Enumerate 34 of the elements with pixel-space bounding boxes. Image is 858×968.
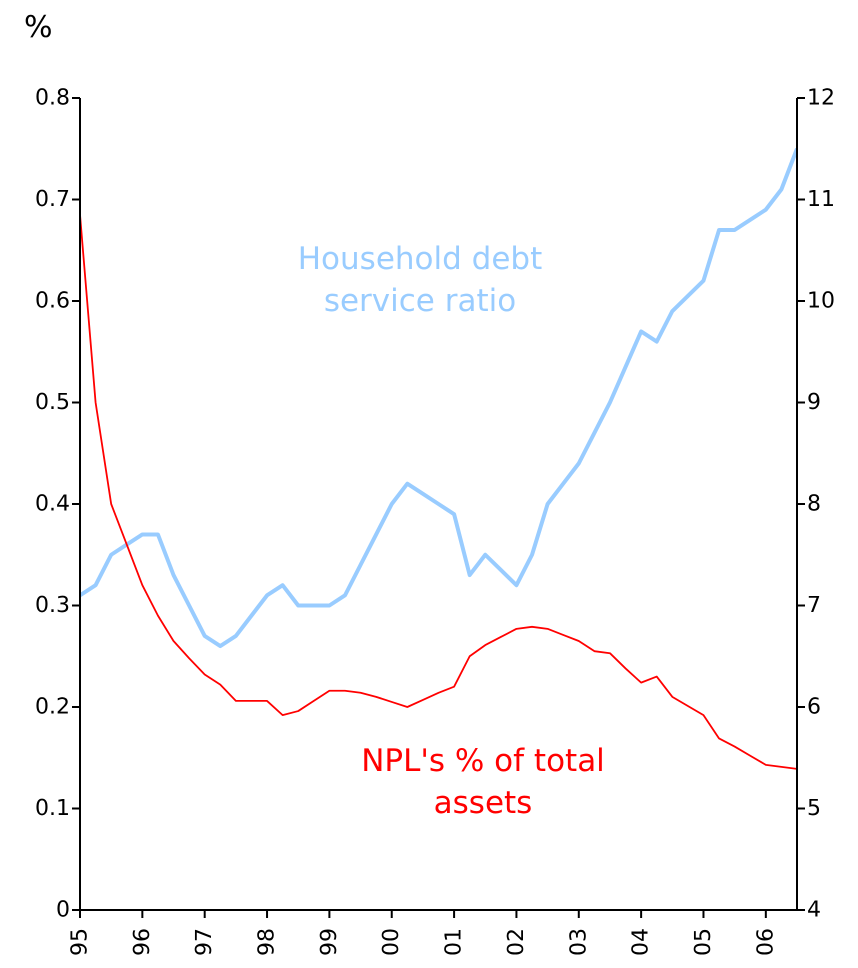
x-tick-label: 96 xyxy=(130,928,155,956)
y2-tick-label: 11 xyxy=(807,187,835,212)
y-tick-label: 0.3 xyxy=(35,593,70,618)
y-axis-title: % xyxy=(24,10,53,45)
y2-tick-label: 5 xyxy=(807,796,821,821)
x-tick-label: 00 xyxy=(379,928,404,956)
y2-tick-label: 8 xyxy=(807,492,821,516)
y-tick-label: 0.7 xyxy=(35,187,70,212)
x-tick-label: 03 xyxy=(566,928,592,956)
y-tick-label: 0.6 xyxy=(35,288,70,314)
y2-tick-label: 6 xyxy=(807,694,821,720)
series-label: NPL's % of total assets xyxy=(360,742,606,823)
x-tick-label: 04 xyxy=(628,928,654,956)
x-tick-label: 99 xyxy=(316,928,342,956)
y2-tick-label: 10 xyxy=(807,288,835,314)
x-tick-label: 01 xyxy=(442,928,467,956)
y2-tick-label: 12 xyxy=(807,86,835,110)
y-tick-label: 0.8 xyxy=(35,86,70,110)
y-tick-label: 0.4 xyxy=(35,492,70,516)
x-tick-label: 06 xyxy=(753,928,778,956)
y2-tick-label: 4 xyxy=(807,898,821,922)
x-tick-label: 95 xyxy=(68,928,92,956)
y2-tick-label: 9 xyxy=(807,390,821,415)
line-series xyxy=(80,146,797,648)
y-tick-label: 0.2 xyxy=(35,694,70,720)
y-tick-label: 0 xyxy=(56,898,70,922)
text: Household debt service ratio xyxy=(296,240,544,321)
x-tick-label: 05 xyxy=(690,928,716,956)
y-tick-label: 0.5 xyxy=(35,390,70,415)
x-tick-label: 98 xyxy=(254,928,280,956)
y2-tick-label: 7 xyxy=(807,593,821,618)
x-tick-label: 02 xyxy=(504,928,529,956)
x-tick-label: 97 xyxy=(192,928,218,956)
y-tick-label: 0.1 xyxy=(35,796,70,821)
